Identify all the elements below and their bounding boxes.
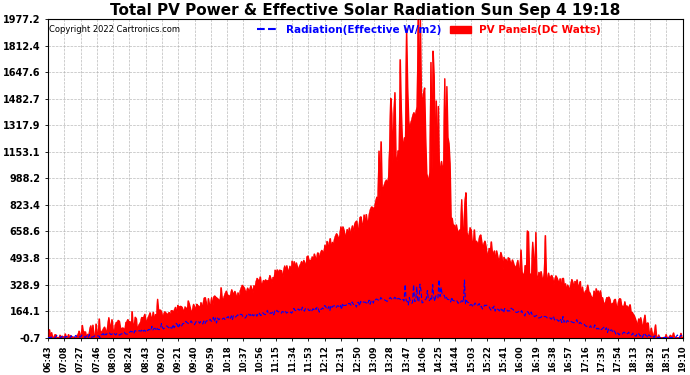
Text: Copyright 2022 Cartronics.com: Copyright 2022 Cartronics.com [49,26,180,34]
Legend: Radiation(Effective W/m2), PV Panels(DC Watts): Radiation(Effective W/m2), PV Panels(DC … [253,21,605,39]
Title: Total PV Power & Effective Solar Radiation Sun Sep 4 19:18: Total PV Power & Effective Solar Radiati… [110,3,620,18]
